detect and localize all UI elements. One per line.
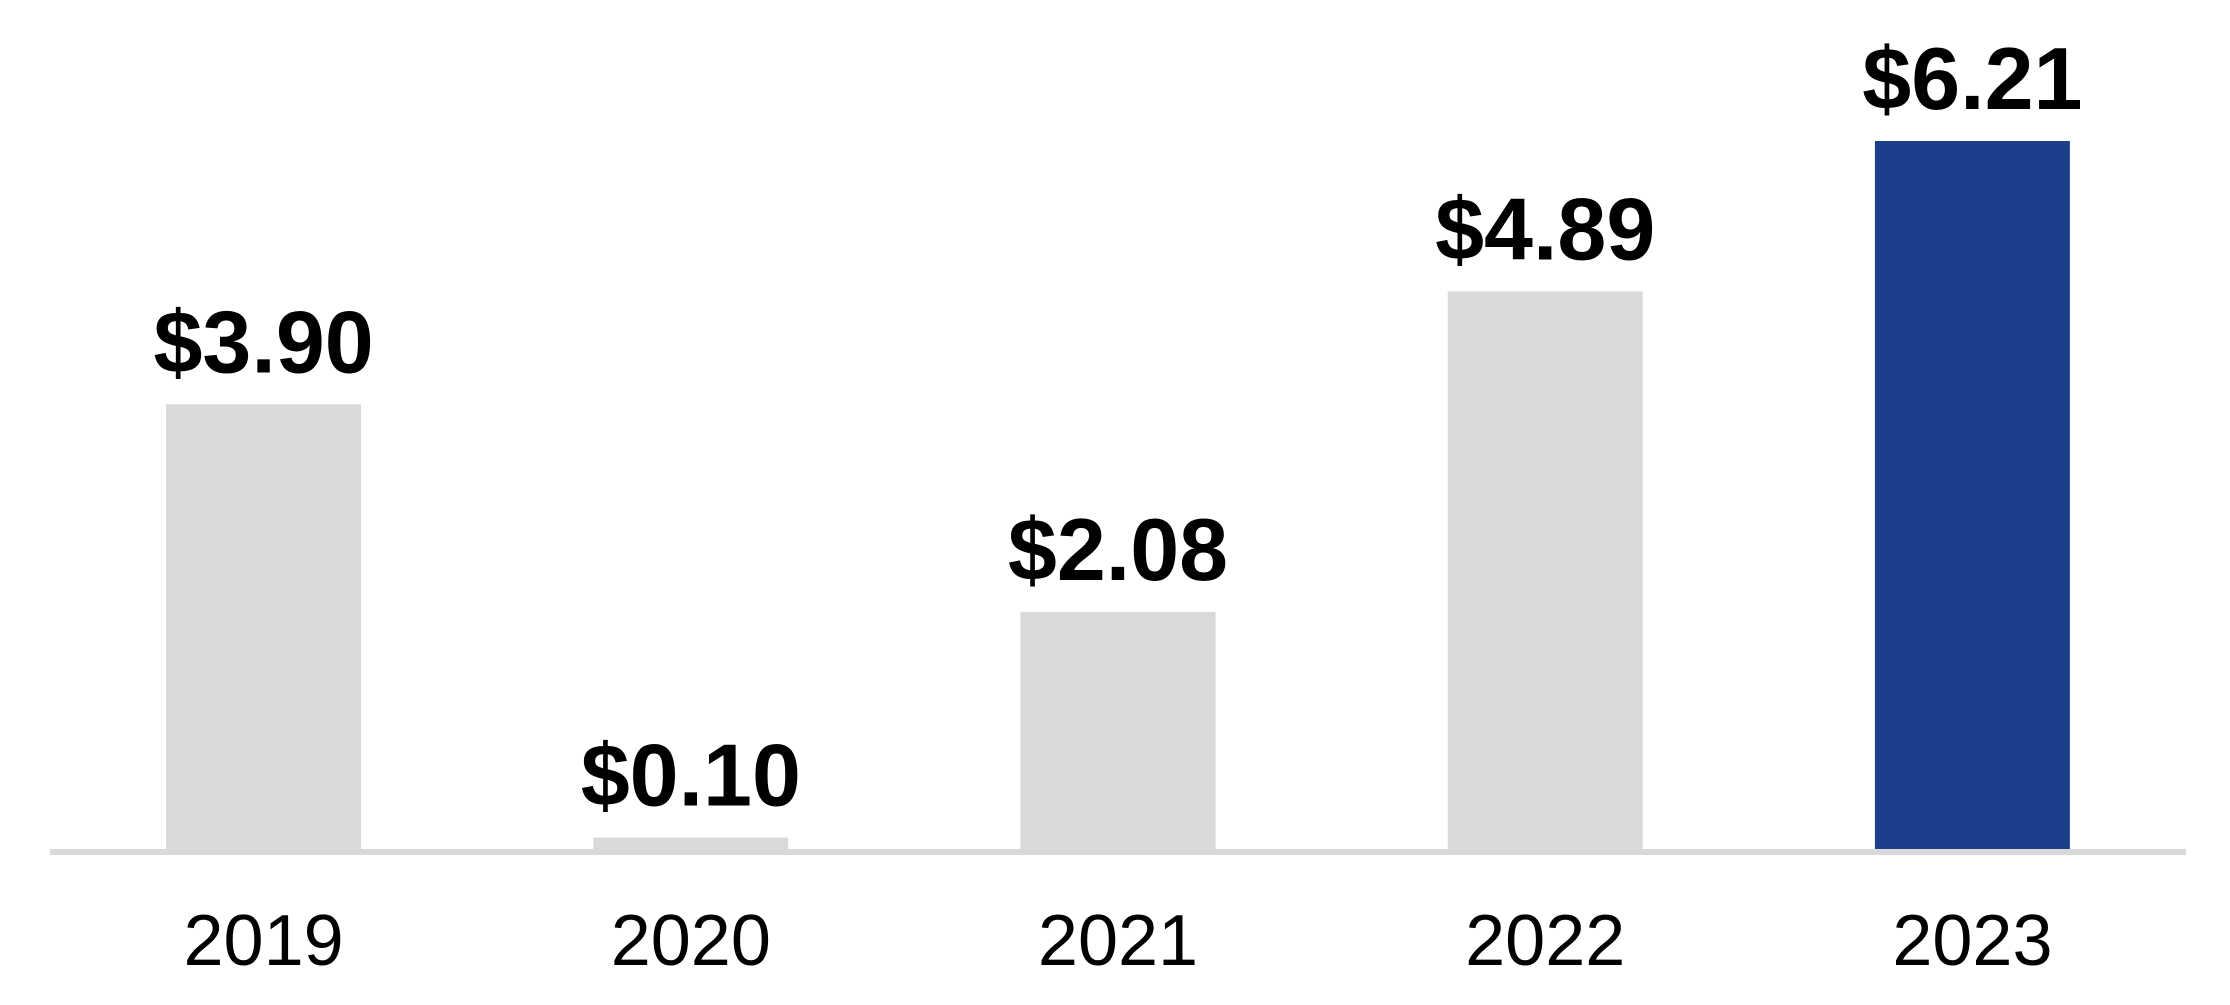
x-tick-label: 2020: [611, 901, 771, 981]
value-label: $3.90: [153, 292, 373, 391]
x-tick-label: 2022: [1465, 901, 1625, 981]
value-label: $6.21: [1862, 29, 2082, 128]
bar: [166, 404, 362, 849]
bar: [1874, 141, 2070, 849]
bar: [1020, 611, 1216, 849]
bar: [1447, 291, 1643, 849]
x-tick-label: 2021: [1038, 901, 1198, 981]
x-tick-label: 2019: [184, 901, 344, 981]
bar: [593, 837, 789, 849]
value-label: $0.10: [581, 726, 801, 825]
value-label: $4.89: [1435, 179, 1655, 278]
x-tick-label: 2023: [1892, 901, 2052, 981]
value-label: $2.08: [1008, 500, 1228, 599]
bars: [166, 141, 2070, 849]
